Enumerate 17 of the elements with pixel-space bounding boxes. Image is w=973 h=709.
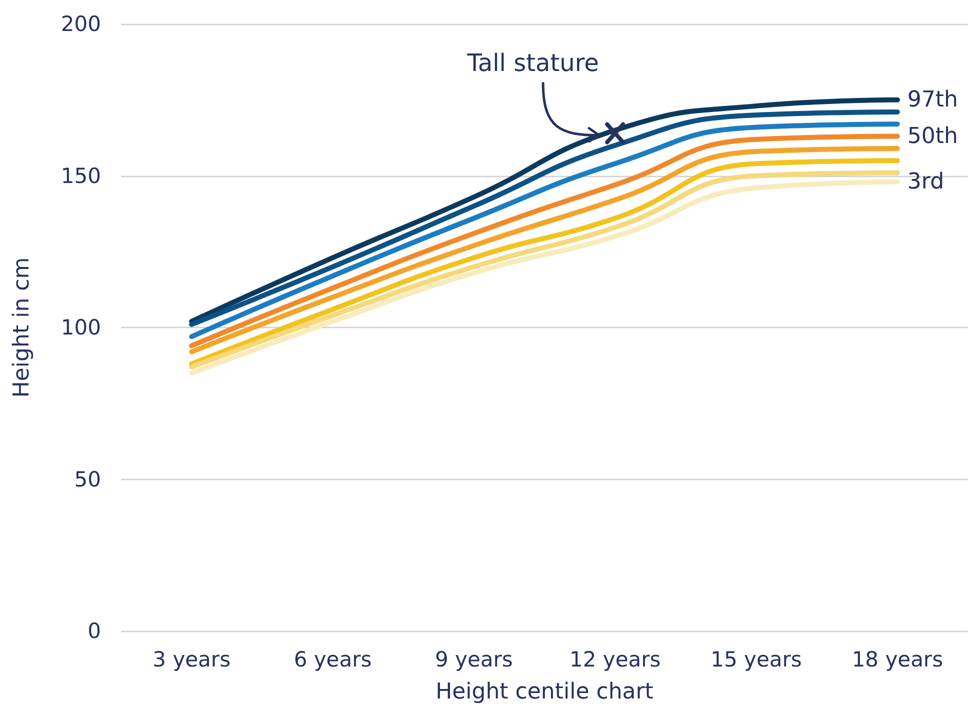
x-tick-label: 9 years <box>435 648 513 672</box>
y-axis-title: Height in cm <box>10 257 34 398</box>
y-tick-label: 0 <box>88 619 101 643</box>
annotation: Tall stature <box>467 49 599 78</box>
y-tick-label: 100 <box>60 316 101 340</box>
y-tick-label: 200 <box>60 12 101 36</box>
x-tick-label: 15 years <box>710 648 802 672</box>
x-tick-label: 6 years <box>294 648 372 672</box>
series-label: 50th <box>907 124 958 149</box>
x-tick-label: 12 years <box>569 648 661 672</box>
y-tick-label: 150 <box>60 164 101 188</box>
y-tick-label: 50 <box>74 467 101 492</box>
series-label: 97th <box>907 87 958 112</box>
x-axis-title: Height centile chart <box>436 680 654 704</box>
x-tick-label: 3 years <box>152 648 230 672</box>
series-label: 3rd <box>907 169 944 194</box>
x-tick-label: 18 years <box>852 648 944 672</box>
